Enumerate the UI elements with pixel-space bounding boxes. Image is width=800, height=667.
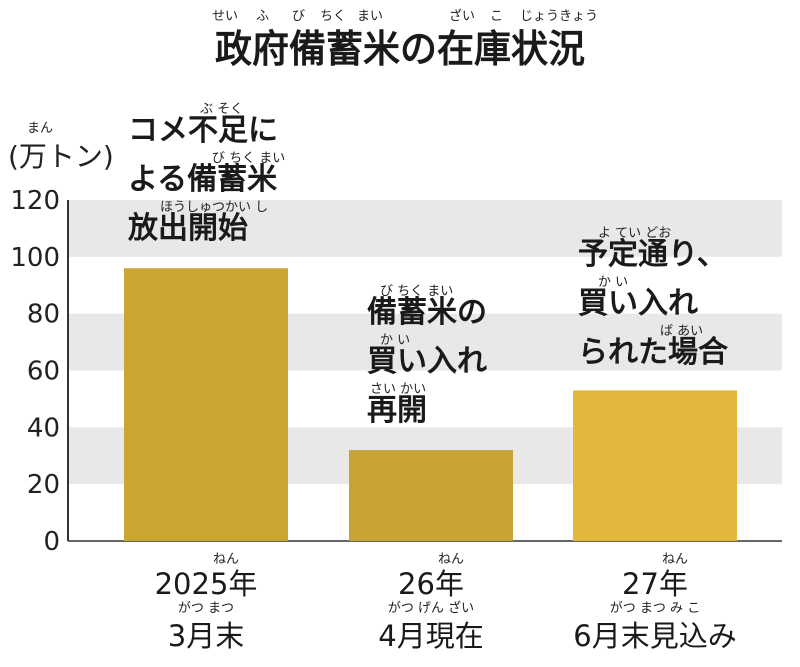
category-ruby: がつ まつ み こ (610, 601, 700, 616)
title-ruby: ざい (449, 8, 475, 24)
title-ruby: ふ (256, 9, 269, 24)
bar-annotation-line: 買い入れ (367, 344, 487, 379)
grid-band (68, 200, 782, 257)
y-tick-label: 120 (10, 186, 60, 216)
category-ruby: がつ げん ざい (388, 600, 474, 616)
annotation-ruby: ぶ そく (200, 102, 243, 117)
y-tick-label: 20 (27, 470, 60, 500)
title-ruby: まい (357, 9, 383, 24)
category-ruby: ねん (662, 552, 688, 567)
category-date: 3月末 (168, 619, 244, 653)
y-tick-label: 80 (27, 300, 60, 330)
category-ruby: ねん (213, 552, 239, 567)
category-year: 2025年 (155, 567, 258, 601)
y-tick-label: 60 (27, 357, 60, 387)
bar-annotation-line: 予定通り、 (578, 237, 727, 272)
bar (124, 268, 288, 541)
y-axis-unit: (万トン) (8, 140, 114, 173)
annotation-ruby: さい かい (370, 382, 426, 397)
annotation-ruby: び ちく まい (380, 284, 453, 299)
title-ruby: こ (490, 9, 503, 24)
annotation-ruby: か い (598, 275, 628, 290)
bar-annotation-line: 備蓄米の (367, 295, 487, 330)
category-date: 4月現在 (378, 619, 483, 653)
bar (573, 390, 737, 541)
title-ruby: じょうきょう (520, 9, 598, 24)
bar-annotation-line: られた場合 (578, 335, 728, 370)
title-ruby: せい (212, 9, 238, 24)
title-ruby: ちく (320, 9, 346, 24)
annotation-ruby: ば あい (660, 324, 703, 339)
y-tick-label: 100 (10, 243, 60, 273)
bars (124, 268, 737, 541)
category-year: 26年 (398, 567, 464, 601)
bar-annotation-line: 買い入れ (578, 286, 698, 321)
annotation-ruby: か い (380, 333, 410, 348)
annotation-ruby: び ちく まい (212, 151, 285, 166)
annotation-ruby: よ てい どお (598, 226, 671, 241)
chart-title: 政府備蓄米の在庫状況 (215, 27, 585, 71)
bar-annotation-line: 再開 (367, 393, 427, 428)
y-tick-label: 0 (43, 527, 60, 557)
bar-annotation-line: よる備蓄米 (128, 162, 277, 197)
category-ruby: ねん (438, 552, 464, 567)
y-tick-label: 40 (27, 413, 60, 443)
bar-annotation-line: 放出開始 (127, 211, 248, 246)
category-date: 6月末見込み (573, 619, 736, 653)
title-ruby: び (292, 9, 305, 24)
bar (349, 450, 513, 541)
annotation-ruby: ほうしゅつかい し (160, 200, 268, 215)
category-ruby: がつ まつ (178, 601, 234, 616)
category-year: 27年 (622, 567, 688, 601)
bar-annotation-line: コメ不足に (128, 113, 278, 148)
unit-ruby: まん (27, 121, 53, 136)
